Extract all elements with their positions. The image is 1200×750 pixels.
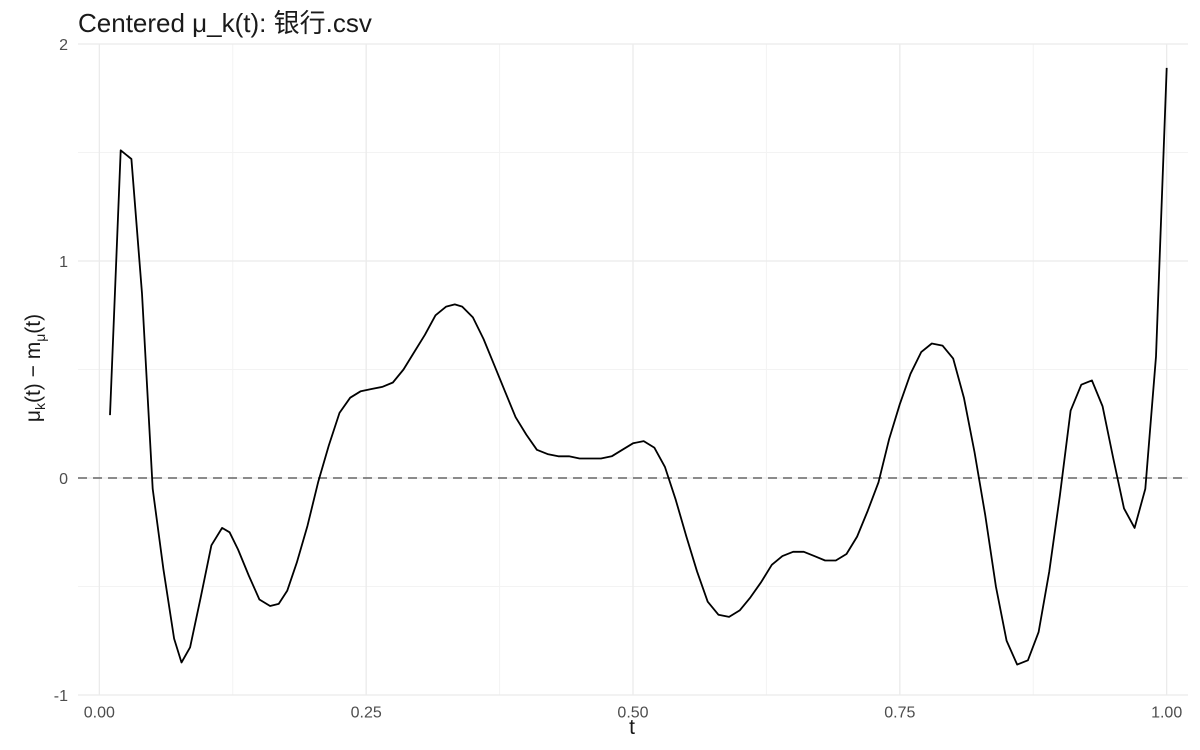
y-label-mu: μ [22, 410, 45, 422]
y-axis-label: μk(t) − mμ(t) [22, 314, 48, 422]
y-label-mid: (t) − m [22, 342, 45, 403]
y-tick-label: 2 [59, 37, 68, 54]
chart-title: Centered μ_k(t): 银行.csv [78, 8, 372, 38]
x-tick-label: 0.00 [84, 704, 115, 721]
x-tick-label: 0.50 [617, 704, 648, 721]
x-tick-label: 0.25 [351, 704, 382, 721]
y-tick-label: 1 [59, 254, 68, 271]
y-axis-ticks: -1 0 1 2 [54, 37, 68, 705]
y-tick-label: -1 [54, 688, 68, 705]
y-label-sub-mu: μ [32, 334, 48, 342]
series-line [109, 67, 1168, 666]
x-tick-label: 0.75 [884, 704, 915, 721]
x-axis-ticks: 0.00 0.25 0.50 0.75 1.00 [84, 704, 1183, 721]
y-label-sub-k: k [32, 402, 48, 410]
x-axis-label: t [629, 716, 635, 739]
x-tick-label: 1.00 [1151, 704, 1182, 721]
y-tick-label: 0 [59, 471, 68, 488]
y-label-end: (t) [22, 314, 45, 334]
